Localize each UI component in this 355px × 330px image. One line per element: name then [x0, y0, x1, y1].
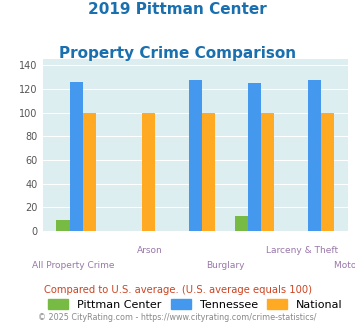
Bar — [70, 82, 83, 231]
Bar — [189, 80, 202, 231]
Bar — [248, 83, 261, 231]
Bar — [142, 113, 155, 231]
Text: Property Crime Comparison: Property Crime Comparison — [59, 46, 296, 61]
Text: 2019 Pittman Center: 2019 Pittman Center — [88, 2, 267, 16]
Text: Burglary: Burglary — [207, 261, 245, 270]
Bar — [235, 215, 248, 231]
Text: Larceny & Theft: Larceny & Theft — [266, 246, 338, 255]
Bar — [56, 220, 70, 231]
Bar — [261, 113, 274, 231]
Text: All Property Crime: All Property Crime — [32, 261, 114, 270]
Text: © 2025 CityRating.com - https://www.cityrating.com/crime-statistics/: © 2025 CityRating.com - https://www.city… — [38, 313, 317, 322]
Text: Arson: Arson — [137, 246, 162, 255]
Text: Compared to U.S. average. (U.S. average equals 100): Compared to U.S. average. (U.S. average … — [44, 285, 311, 295]
Bar — [202, 113, 215, 231]
Bar — [321, 113, 334, 231]
Bar — [308, 80, 321, 231]
Legend: Pittman Center, Tennessee, National: Pittman Center, Tennessee, National — [44, 295, 346, 315]
Text: Motor Vehicle Theft: Motor Vehicle Theft — [334, 261, 355, 270]
Bar — [83, 113, 96, 231]
